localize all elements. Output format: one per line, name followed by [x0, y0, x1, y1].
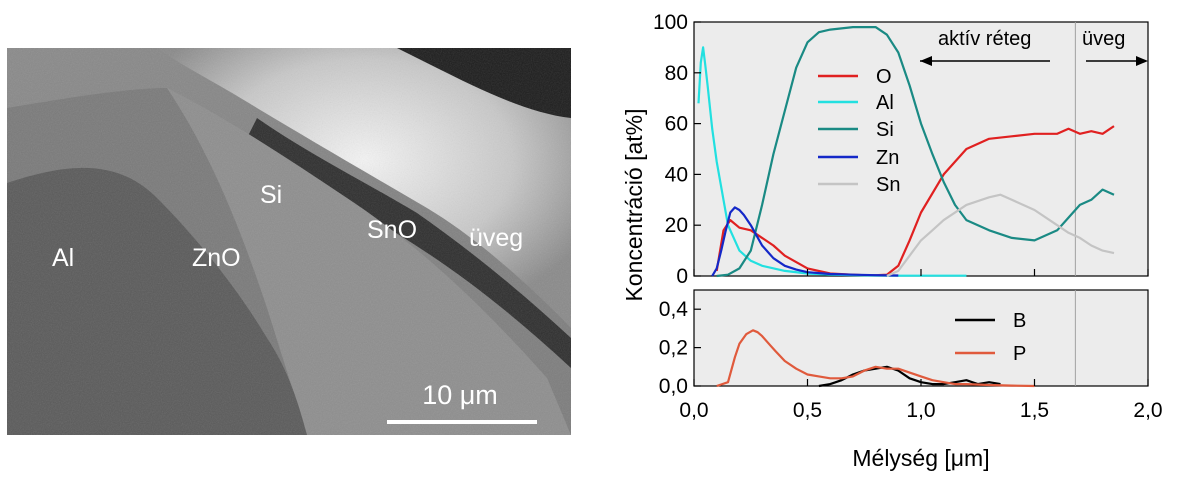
sem-texture: [7, 48, 571, 435]
depth-profile-chart: 0 20 40 60 80 100 0,0 0,2 0,4 0,0 0,5 1,0 1,5 2,0 a…: [620, 0, 1177, 477]
bottom-series-group: [716, 329, 1035, 388]
sem-label-zno: ZnO: [192, 244, 241, 272]
legend-label-si: Si: [876, 119, 894, 141]
glass-label: üveg: [1082, 28, 1125, 50]
bottom-y-ticks: 0,0 0,2 0,4: [659, 298, 701, 398]
legend-label-b: B: [1013, 310, 1026, 332]
bottom-y-tick-label: 0,0: [659, 375, 688, 398]
legend-label-sn: Sn: [876, 174, 900, 196]
top-y-tick-label: 60: [665, 113, 688, 136]
active-layer-label: aktív réteg: [938, 28, 1031, 50]
x-axis-title: Mélység [μm]: [852, 445, 989, 471]
top-y-ticks: 0 20 40 60 80 100: [653, 11, 701, 288]
sem-image: Al ZnO Si SnO üveg 10 μm: [7, 48, 571, 435]
series-line-si: [716, 26, 1115, 278]
sem-label-glass: üveg: [469, 224, 523, 252]
legend-label-p: P: [1013, 343, 1026, 365]
x-tick-label: 1,0: [906, 399, 935, 422]
chart-svg: 0 20 40 60 80 100 0,0 0,2 0,4 0,0 0,5 1,0 1,5 2,0 a…: [621, 11, 1163, 471]
sem-label-sno: SnO: [367, 216, 417, 244]
scale-bar: [387, 420, 537, 424]
top-y-tick-label: 80: [665, 62, 688, 85]
top-y-tick-label: 0: [676, 265, 688, 288]
top-legend: O Al Si Zn Sn: [818, 66, 900, 196]
y-axis-title: Koncentráció [at%]: [621, 108, 647, 301]
top-y-tick-label: 100: [653, 11, 688, 34]
x-tick-label: 0,5: [793, 399, 822, 422]
x-tick-label: 2,0: [1133, 399, 1162, 422]
x-tick-label: 0,0: [679, 399, 708, 422]
top-y-tick-label: 40: [665, 163, 688, 186]
bottom-y-tick-label: 0,2: [659, 337, 688, 360]
series-line-sn: [886, 193, 1115, 278]
active-layer-arrowhead: [920, 56, 932, 66]
series-line-zn: [711, 206, 899, 277]
legend-label-zn: Zn: [876, 147, 899, 169]
x-tick-label: 1,5: [1020, 399, 1049, 422]
x-ticks: 0,0 0,5 1,0 1,5 2,0: [679, 269, 1163, 422]
bottom-y-tick-label: 0,4: [659, 298, 689, 321]
glass-arrowhead: [1136, 56, 1148, 66]
legend-label-al: Al: [876, 92, 894, 114]
scale-bar-label: 10 μm: [422, 380, 498, 410]
top-y-tick-label: 20: [665, 214, 688, 237]
top-series-group: [697, 26, 1115, 278]
sem-label-si: Si: [260, 181, 282, 209]
sem-label-al: Al: [52, 244, 74, 272]
sem-micrograph: Al ZnO Si SnO üveg 10 μm: [7, 48, 571, 435]
bottom-plot-area: [693, 289, 1149, 387]
bottom-legend: B P: [955, 310, 1026, 365]
legend-label-o: O: [876, 66, 892, 88]
series-line-p: [716, 329, 1035, 388]
